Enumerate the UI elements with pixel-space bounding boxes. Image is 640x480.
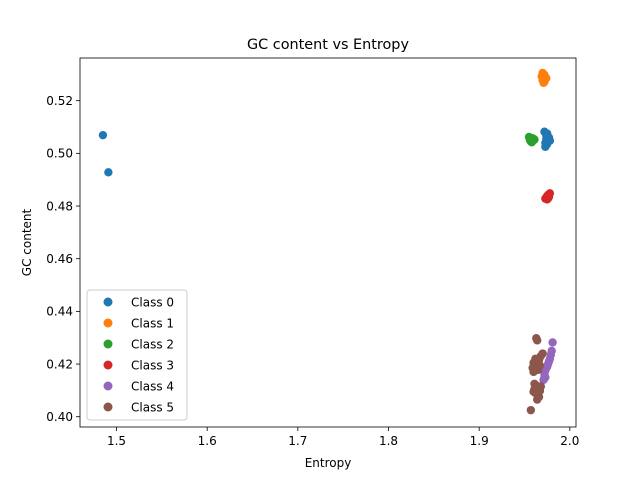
series-class-2 — [524, 132, 539, 147]
data-point — [542, 131, 551, 140]
x-axis-title: Entropy — [305, 456, 352, 470]
y-tick-label: 0.48 — [46, 199, 73, 213]
y-tick-label: 0.42 — [46, 357, 73, 371]
data-point — [539, 78, 548, 87]
x-axis: 1.5 1.6 1.7 1.8 1.9 2.0 — [107, 427, 579, 448]
data-point — [539, 375, 548, 385]
y-tick-label: 0.46 — [46, 252, 73, 266]
data-point — [526, 405, 536, 415]
series-class-3 — [541, 189, 555, 204]
legend-marker — [103, 402, 113, 412]
data-point — [541, 142, 550, 151]
x-tick-label: 1.7 — [288, 434, 307, 448]
data-point — [98, 130, 108, 140]
data-point — [542, 195, 552, 204]
series-class-1 — [537, 68, 551, 87]
legend-label: Class 0 — [131, 295, 174, 309]
x-tick-label: 1.6 — [198, 434, 217, 448]
legend-label: Class 5 — [131, 400, 174, 414]
legend-label: Class 1 — [131, 316, 174, 330]
legend-marker — [103, 381, 113, 391]
legend-marker — [103, 318, 113, 328]
y-tick-label: 0.52 — [46, 94, 73, 108]
series-class-4 — [539, 338, 557, 385]
x-tick-label: 1.5 — [107, 434, 126, 448]
y-axis-title: GC content — [20, 208, 34, 276]
data-point — [104, 168, 113, 177]
points-layer — [98, 68, 557, 415]
legend-marker — [103, 360, 113, 370]
data-point — [548, 338, 557, 347]
data-point — [533, 395, 542, 404]
x-tick-label: 2.0 — [560, 434, 579, 448]
y-tick-label: 0.44 — [46, 305, 73, 319]
series-class-0 — [98, 127, 555, 177]
data-point — [533, 336, 542, 345]
legend-marker — [103, 297, 113, 307]
series-class-5 — [526, 334, 547, 415]
legend-marker — [103, 339, 113, 349]
y-axis: 0.40 0.42 0.44 0.46 0.48 0.50 0.52 — [46, 94, 80, 424]
plot-frame — [79, 57, 577, 428]
chart-title: GC content vs Entropy — [247, 37, 409, 53]
y-tick-label: 0.50 — [46, 147, 73, 161]
y-tick-label: 0.40 — [46, 410, 73, 424]
data-point — [527, 138, 536, 147]
data-point — [529, 367, 538, 377]
x-tick-label: 1.8 — [379, 434, 398, 448]
data-point — [529, 387, 538, 396]
legend: Class 0 Class 1 Class 2 Class 3 Class 4 Class… — [86, 289, 188, 421]
legend-label: Class 3 — [131, 358, 174, 372]
x-tick-label: 1.9 — [470, 434, 489, 448]
legend-label: Class 4 — [131, 379, 174, 393]
legend-label: Class 2 — [131, 337, 174, 351]
